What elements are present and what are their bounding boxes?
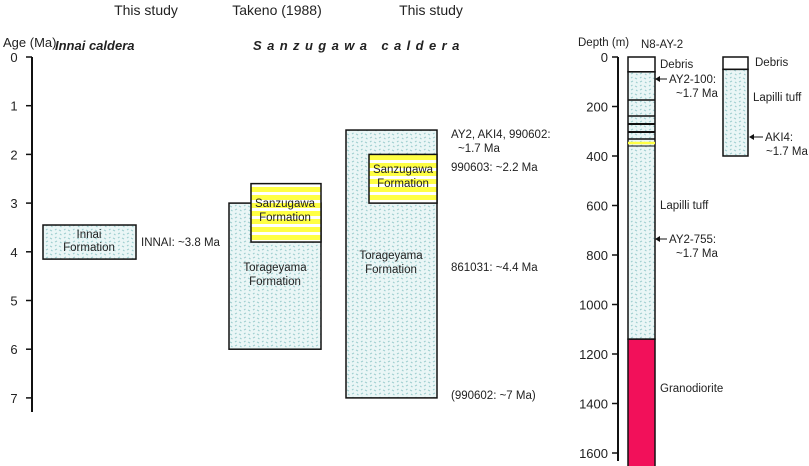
depth-tick-label: 0 [601,50,608,65]
header-this-study-2: This study [399,2,463,18]
age-tick-label: 2 [10,147,17,162]
takeno-sanzugawa-box [250,182,322,243]
age-tick-label: 7 [10,391,17,406]
age-tick-label: 3 [10,196,17,211]
age-tick-label: 4 [10,245,17,260]
depth-tick-label: 400 [586,149,608,164]
this-sanzugawa-label-2: Formation [377,178,429,190]
arrow-icon [749,134,763,140]
header-takeno-1988: Takeno (1988) [232,2,322,18]
age-tick-label: 6 [10,342,17,357]
this-sanzugawa-label-1: Sanzugawa [373,164,434,176]
well-debris-label: Debris [660,59,693,71]
ay2-age-label-2: ~1.7 Ma [458,143,500,155]
s990603-age-label: 990603: ~2.2 Ma [451,162,538,174]
this-torageyama-label-1: Torageyama [359,250,423,262]
arrow-icon [655,76,667,82]
takeno-sanzugawa-label-1: Sanzugawa [255,198,316,210]
takeno-sanzugawa-label-2: Formation [259,212,311,224]
well-debris-layer [627,56,656,73]
takeno-torageyama-label-1: Torageyama [243,262,307,274]
ay2-100-label-2: ~1.7 Ma [676,88,718,100]
innai-formation-label-2: Formation [63,242,115,254]
aki4-label-1: AKI4: [765,132,793,144]
age-axis-label: Age (Ma) [3,35,56,50]
depth-tick-label: 1600 [579,446,608,461]
s990602-age-label: (990602: ~7 Ma) [451,390,536,402]
well-lapilli-tuff-layer [627,71,656,340]
outcrop-lapilli-tuff-layer [722,68,749,157]
depth-tick-label: 600 [586,199,608,214]
well-granodiorite-label: Granodiorite [660,383,723,395]
depth-axis-label: Depth (m) [578,37,629,49]
well-lapilli-label: Lapilli tuff [660,200,709,212]
arrow-icon [655,236,667,242]
depth-tick-label: 1000 [579,298,608,313]
ay2-100-label-1: AY2-100: [669,74,716,86]
outcrop-lapilli-label: Lapilli tuff [753,92,802,104]
ay2-755-label-2: ~1.7 Ma [676,248,718,260]
age-tick-label: 5 [10,294,17,309]
this-torageyama-label-2: Formation [365,264,417,276]
depth-tick-label: 1200 [579,347,608,362]
depth-tick-label: 800 [586,248,608,263]
innai-age-label: INNAI: ~3.8 Ma [141,237,221,249]
aki4-label-2: ~1.7 Ma [766,146,808,158]
outcrop-debris-layer [722,56,749,71]
s861031-age-label: 861031: ~4.4 Ma [451,262,538,274]
sanzugawa-caldera-title: Sanzugawa caldera [253,38,465,53]
depth-tick-label: 200 [586,100,608,115]
depth-axis-ticks: 0 200 400 600 800 1000 1200 1400 1600 [579,50,618,461]
outcrop-debris-label: Debris [755,57,788,69]
age-axis-ticks: 0 1 2 3 4 5 6 7 [10,50,32,406]
age-tick-label: 1 [10,99,17,114]
innai-formation-label-1: Innai [77,229,102,241]
innai-caldera-title: Innai caldera [55,38,134,53]
depth-tick-label: 1400 [579,397,608,412]
takeno-torageyama-label-2: Formation [249,276,301,288]
age-tick-label: 0 [10,50,17,65]
well-marker-bands [628,99,655,147]
well-granodiorite-layer [627,338,656,466]
innai-formation-box [42,224,137,260]
ay2-age-label-1: AY2, AKI4, 990602: [451,129,551,141]
header-this-study-1: This study [114,2,178,18]
this-sanzugawa-box [368,153,438,204]
well-name: N8-AY-2 [641,39,683,51]
ay2-755-label-1: AY2-755: [669,234,716,246]
